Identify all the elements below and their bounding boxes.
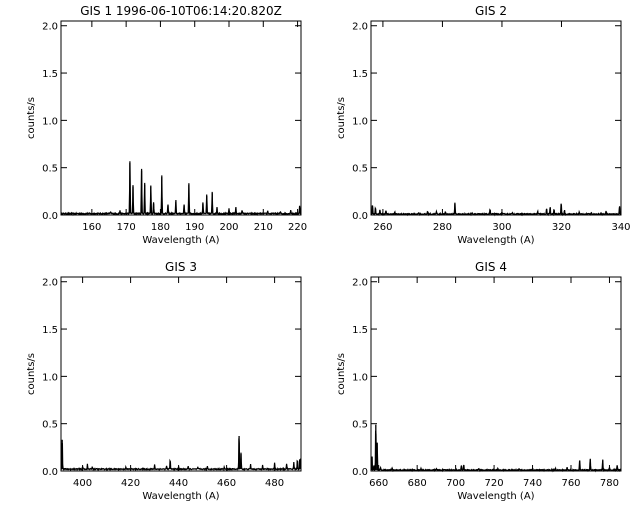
y-tick-label: 0.0 [352, 211, 368, 222]
y-tick-label: 0.0 [42, 467, 58, 478]
x-tick-label: 220 [288, 222, 307, 233]
panel-gis-1: GIS 1 1996-06-10T06:14:20.820Z 160 170 180… [26, 4, 307, 246]
y-tick-label: 0.5 [352, 164, 368, 175]
spectrum-line [60, 438, 302, 472]
plot-frame [60, 276, 302, 472]
x-axis-label: Wavelength (A) [457, 491, 534, 502]
y-tick-label: 1.5 [352, 69, 368, 80]
y-tick-label: 1.5 [42, 325, 58, 336]
y-tick-label: 0.5 [42, 420, 58, 431]
x-tick-label: 340 [611, 222, 630, 233]
y-tick-label: 0.5 [42, 164, 58, 175]
x-tick-label: 420 [121, 478, 140, 489]
x-tick-label: 460 [217, 478, 236, 489]
y-tick-label: 2.0 [352, 22, 368, 33]
y-tick-label: 2.0 [352, 278, 368, 289]
x-tick-label: 780 [600, 478, 619, 489]
panel-title: GIS 3 [165, 260, 197, 274]
x-tick-label: 760 [561, 478, 580, 489]
y-tick-label: 2.0 [42, 22, 58, 33]
x-tick-label: 180 [151, 222, 170, 233]
x-tick-label: 480 [265, 478, 284, 489]
x-axis-label: Wavelength (A) [142, 235, 219, 246]
x-tick-label: 700 [446, 478, 465, 489]
x-tick-label: 660 [369, 478, 388, 489]
panel-title: GIS 1 1996-06-10T06:14:20.820Z [80, 4, 282, 18]
plot-frame [370, 20, 622, 216]
y-axis-label: counts/s [336, 97, 347, 139]
y-axis-label: counts/s [26, 97, 37, 139]
x-tick-label: 170 [117, 222, 136, 233]
panel-gis-2: GIS 2 260 280 300 320 340 0.0 0.5 1.0 1.5 2.0 Wave… [336, 4, 631, 246]
spectrum-line [370, 430, 622, 473]
y-tick-label: 1.5 [352, 325, 368, 336]
y-tick-label: 0.0 [352, 467, 368, 478]
x-tick-label: 160 [82, 222, 101, 233]
y-tick-label: 1.0 [352, 372, 368, 383]
y-tick-label: 0.0 [42, 211, 58, 222]
y-tick-label: 1.0 [42, 372, 58, 383]
x-tick-label: 680 [408, 478, 427, 489]
x-tick-label: 190 [185, 222, 204, 233]
plot-frame [370, 276, 622, 472]
x-tick-label: 260 [373, 222, 392, 233]
y-tick-label: 0.5 [352, 420, 368, 431]
x-tick-label: 740 [523, 478, 542, 489]
y-axis-label: counts/s [336, 353, 347, 395]
spectrum-line [60, 161, 302, 217]
x-tick-label: 210 [254, 222, 273, 233]
y-axis-label: counts/s [26, 353, 37, 395]
spectrum-line [370, 202, 622, 217]
x-tick-label: 300 [492, 222, 511, 233]
x-tick-label: 440 [169, 478, 188, 489]
y-tick-label: 2.0 [42, 278, 58, 289]
x-tick-label: 400 [73, 478, 92, 489]
x-tick-label: 280 [433, 222, 452, 233]
x-axis-label: Wavelength (A) [142, 491, 219, 502]
x-tick-label: 200 [219, 222, 238, 233]
panel-title: GIS 4 [475, 260, 507, 274]
panel-gis-3: GIS 3 400 420 440 460 480 0.0 0.5 1.0 1.5 2.0 Wave… [26, 260, 302, 502]
y-tick-label: 1.0 [42, 116, 58, 127]
y-tick-label: 1.0 [352, 116, 368, 127]
x-axis-label: Wavelength (A) [457, 235, 534, 246]
x-tick-label: 320 [552, 222, 571, 233]
x-tick-label: 720 [485, 478, 504, 489]
y-tick-label: 1.5 [42, 69, 58, 80]
panel-gis-4: GIS 4 660 680 700 720 740 760 780 0.0 0.5 1.0 1.5 2… [336, 260, 622, 502]
plot-frame [60, 20, 302, 216]
panel-title: GIS 2 [475, 4, 507, 18]
